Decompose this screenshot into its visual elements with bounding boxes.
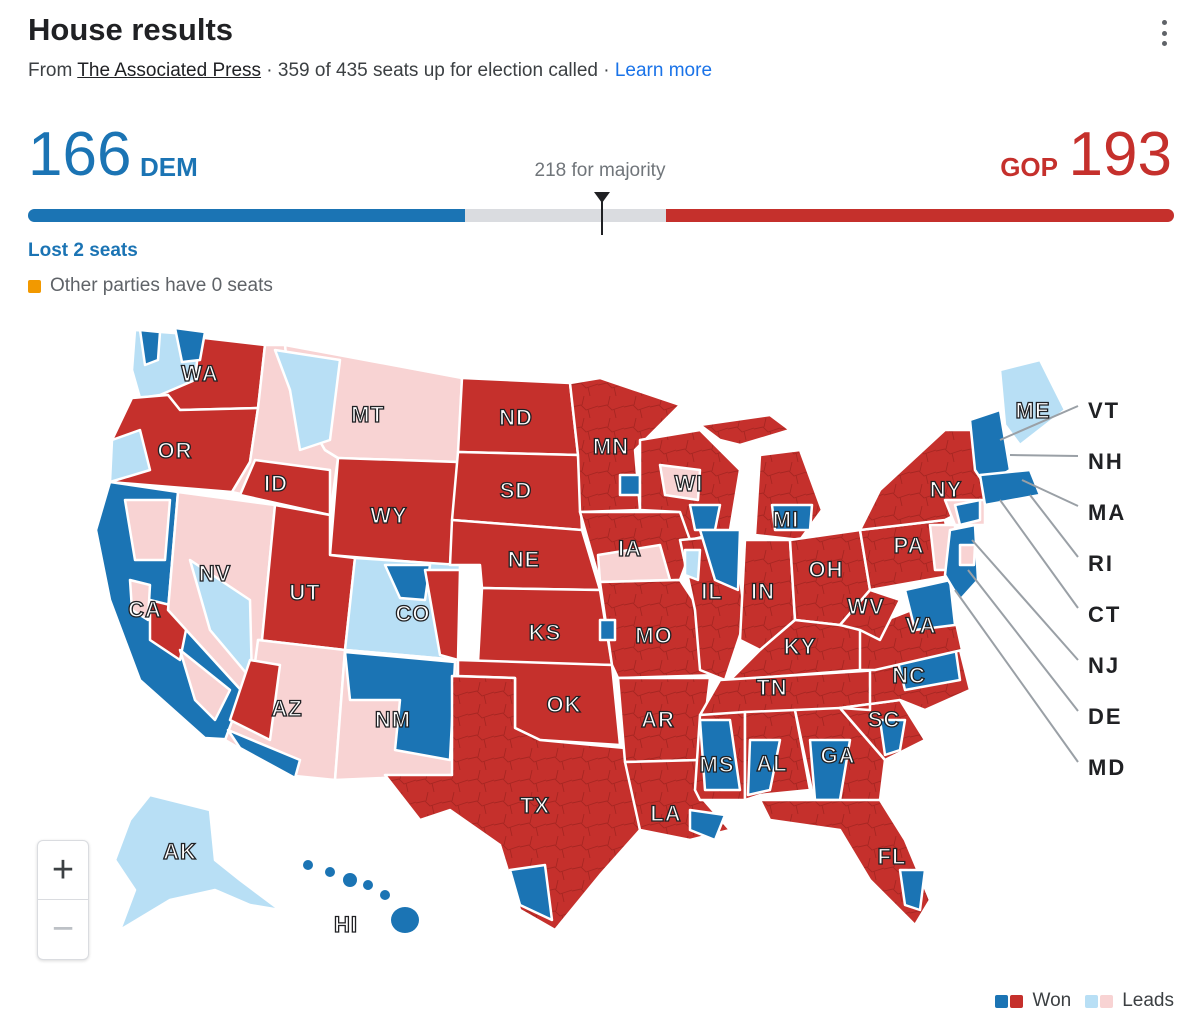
dem-leads-swatch — [1085, 994, 1099, 1008]
other-party-swatch — [28, 279, 41, 293]
state-label-hi: HI — [334, 912, 358, 937]
callout-label: RI — [1088, 551, 1114, 576]
state-label-ut: UT — [289, 580, 320, 605]
zoom-control: + − — [37, 840, 89, 960]
source-line: From The Associated Press · 359 of 435 s… — [28, 60, 712, 82]
state-label-id: ID — [264, 471, 288, 496]
callout-lines — [954, 405, 1079, 763]
state-label-mn: MN — [593, 434, 629, 459]
callout-label: NJ — [1088, 653, 1121, 678]
dem-seat-bar — [28, 209, 466, 222]
state-label-mo: MO — [635, 623, 672, 648]
other-parties-text: Other parties have 0 seats — [50, 275, 273, 296]
gop-won-swatch — [1010, 994, 1024, 1008]
state-label-la: LA — [650, 801, 681, 826]
state-label-ga: GA — [821, 743, 856, 768]
zoom-in-button[interactable]: + — [51, 848, 75, 891]
zoom-out-button[interactable]: − — [38, 899, 88, 958]
state-label-az: AZ — [271, 696, 302, 721]
state-label-il: IL — [701, 579, 723, 604]
state-label-tn: TN — [756, 675, 787, 700]
map-legend: Won Leads — [981, 990, 1174, 1012]
callout-label: MD — [1088, 755, 1127, 780]
state-label-wi: WI — [675, 471, 704, 496]
state-label-ia: IA — [618, 536, 642, 561]
state-label-sc: SC — [868, 707, 901, 732]
other-parties-note: Other parties have 0 seats — [28, 275, 273, 297]
dem-label: DEM — [140, 152, 198, 182]
state-label-fl: FL — [878, 844, 907, 869]
state-label-ms: MS — [700, 752, 735, 777]
gop-seat-count: 193 — [1068, 120, 1172, 189]
majority-marker-icon — [594, 192, 610, 203]
state-label-me: ME — [1016, 398, 1051, 423]
more-options-icon[interactable] — [1152, 18, 1176, 48]
state-label-ak: AK — [163, 839, 197, 864]
callout-label: CT — [1088, 602, 1122, 627]
state-label-ks: KS — [529, 620, 562, 645]
state-label-va: VA — [906, 613, 937, 638]
state-ak — [113, 793, 282, 932]
dem-seat-change: Lost 2 seats — [28, 240, 138, 261]
state-hi — [303, 860, 419, 933]
state-label-mt: MT — [351, 402, 385, 427]
page-title: House results — [28, 12, 234, 47]
state-label-tx: TX — [520, 793, 550, 818]
legend-won: Won — [995, 990, 1071, 1012]
state-label-sd: SD — [500, 478, 533, 503]
state-label-wv: WV — [847, 594, 884, 619]
state-label-al: AL — [756, 751, 787, 776]
legend-leads: Leads — [1085, 990, 1174, 1012]
state-ma-ct-ri — [978, 468, 1042, 507]
state-label-in: IN — [751, 579, 775, 604]
state-label-nv: NV — [199, 561, 232, 586]
state-label-mi: MI — [773, 507, 799, 532]
state-label-ca: CA — [128, 597, 162, 622]
majority-marker-line — [601, 200, 603, 235]
callout-label: DE — [1088, 704, 1123, 729]
state-label-wy: WY — [370, 503, 407, 528]
state-label-ky: KY — [784, 634, 817, 659]
state-me — [998, 358, 1067, 447]
state-label-ok: OK — [547, 692, 582, 717]
called-count: · 359 of 435 seats up for election calle… — [261, 60, 615, 81]
gop-leads-swatch — [1100, 994, 1114, 1008]
majority-label: 218 for majority — [534, 160, 666, 181]
state-label-wa: WA — [181, 361, 218, 386]
learn-more-link[interactable]: Learn more — [614, 60, 713, 81]
state-label-nd: ND — [499, 405, 533, 430]
dem-won-swatch — [995, 994, 1009, 1008]
state-label-layer: WA OR CA NV ID MT WY UT CO AZ NM ND SD NE KS OK TX MN IA MO… — [127, 360, 1051, 937]
source-link[interactable]: The Associated Press — [77, 60, 262, 81]
state-label-ar: AR — [641, 707, 675, 732]
legend-leads-label: Leads — [1122, 990, 1174, 1011]
callout-label: NH — [1088, 449, 1124, 474]
state-wv — [838, 588, 902, 642]
source-prefix: From — [28, 60, 78, 81]
callout-label: VT — [1088, 398, 1121, 423]
legend-won-label: Won — [1032, 990, 1072, 1011]
state-label-ny: NY — [930, 477, 963, 502]
dem-seat-count: 166 — [28, 120, 132, 189]
state-label-oh: OH — [809, 557, 844, 582]
callout-label: MA — [1088, 500, 1127, 525]
state-label-or: OR — [158, 438, 193, 463]
state-fl — [758, 798, 932, 927]
state-label-nc: NC — [892, 663, 926, 688]
state-tx — [383, 674, 642, 932]
gop-label: GOP — [1000, 152, 1058, 182]
state-label-co: CO — [396, 601, 431, 626]
state-label-nm: NM — [375, 707, 411, 732]
us-house-map[interactable]: WA OR CA NV ID MT WY UT CO AZ NM ND SD NE KS OK TX MN IA MO… — [0, 310, 1200, 1000]
state-label-pa: PA — [894, 533, 925, 558]
gop-seat-bar — [665, 209, 1174, 222]
state-label-ne: NE — [508, 547, 541, 572]
